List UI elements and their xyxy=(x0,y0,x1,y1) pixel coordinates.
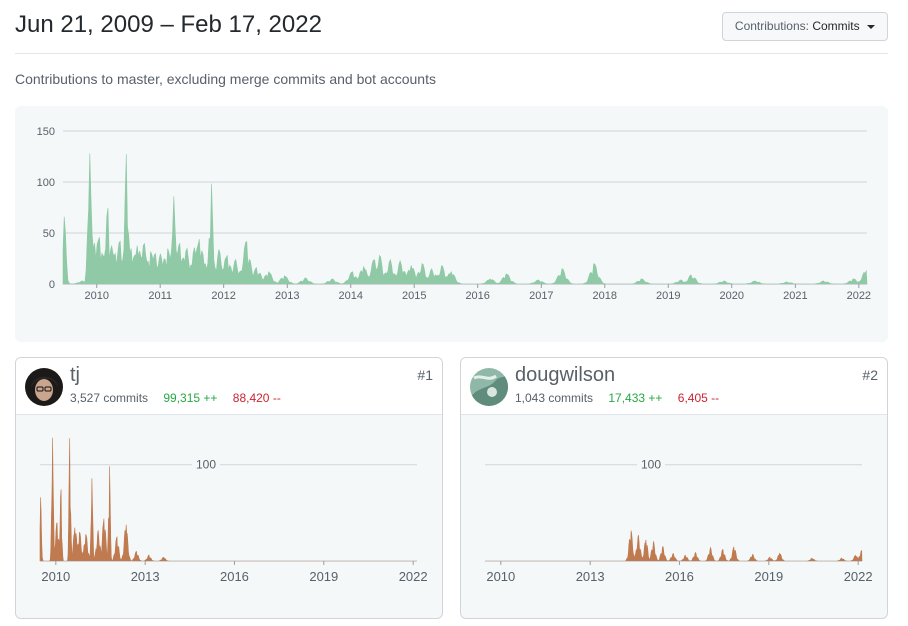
dropdown-label: Contributions: xyxy=(734,19,809,33)
deletions-count: 6,405 -- xyxy=(677,391,720,405)
x-tick-label: 2013 xyxy=(576,569,605,584)
contributor-chart-svg: 100 2010 2013 2016 2019 2022 xyxy=(485,457,873,584)
contributor-stats: 1,043 commits 17,433 ++ 6,405 -- xyxy=(515,391,719,405)
avatar[interactable] xyxy=(25,368,63,406)
x-tick-label: 2022 xyxy=(399,569,428,584)
y-tick-label: 100 xyxy=(37,177,55,189)
x-tick-label: 2010 xyxy=(486,569,515,584)
additions-count: 99,315 ++ xyxy=(163,391,218,405)
y-tick-label: 100 xyxy=(641,458,661,472)
contributor-chart-svg: 100 2010 2013 2016 2019 2022 xyxy=(39,437,428,584)
x-tick-label: 2013 xyxy=(131,569,160,584)
y-tick-label: 0 xyxy=(49,279,55,291)
y-tick-label-bg xyxy=(637,457,665,472)
dropdown-value: Commits xyxy=(812,19,860,33)
x-tick-label: 2017 xyxy=(529,290,553,302)
x-tick-label: 2022 xyxy=(847,290,871,302)
x-tick-label: 2019 xyxy=(754,569,783,584)
series-area xyxy=(485,530,863,562)
x-tick-label: 2012 xyxy=(211,290,235,302)
main-contributions-chart: 0 50 100 150 2010 2011 2012 2013 2014 2015 2016 201… xyxy=(15,106,888,342)
contributor-card-header: dougwilson 1,043 commits 17,433 ++ 6,405… xyxy=(461,358,887,415)
y-tick-label: 150 xyxy=(37,126,55,138)
y-tick-label-bg xyxy=(192,457,220,472)
x-tick-label: 2019 xyxy=(309,569,338,584)
avatar[interactable] xyxy=(470,368,508,406)
x-tick-label: 2016 xyxy=(465,290,489,302)
x-tick-label: 2015 xyxy=(402,290,426,302)
series-area xyxy=(62,153,868,285)
contributor-login-link[interactable]: dougwilson xyxy=(515,364,616,386)
date-range-title: Jun 21, 2009 – Feb 17, 2022 xyxy=(15,11,322,38)
x-tick-label: 2018 xyxy=(593,290,617,302)
contributor-rank: #2 xyxy=(862,367,878,383)
contributor-card-header: tj 3,527 commits 99,315 ++ 88,420 -- #1 xyxy=(16,358,442,415)
commits-count-link[interactable]: 3,527 commits xyxy=(70,391,149,405)
deletions-count: 88,420 -- xyxy=(232,391,281,405)
page-header: Jun 21, 2009 – Feb 17, 2022 Contribution… xyxy=(15,0,888,54)
contributor-login-link[interactable]: tj xyxy=(70,364,80,386)
x-tick-label: 2019 xyxy=(656,290,680,302)
x-tick-label: 2013 xyxy=(275,290,299,302)
contributor-stats: 3,527 commits 99,315 ++ 88,420 -- xyxy=(70,391,281,405)
x-tick-label: 2020 xyxy=(719,290,743,302)
chart-subtitle: Contributions to master, excluding merge… xyxy=(15,71,436,87)
x-tick-label: 2011 xyxy=(148,290,172,302)
additions-count: 17,433 ++ xyxy=(608,391,663,405)
contributor-card-dougwilson: dougwilson 1,043 commits 17,433 ++ 6,405… xyxy=(460,357,888,619)
x-tick-label: 2016 xyxy=(665,569,694,584)
x-tick-label: 2010 xyxy=(84,290,108,302)
x-tick-label: 2016 xyxy=(220,569,249,584)
main-chart-svg: 0 50 100 150 2010 2011 2012 2013 2014 2015 2016 201… xyxy=(37,126,871,302)
contributor-card-tj: tj 3,527 commits 99,315 ++ 88,420 -- #1 … xyxy=(15,357,443,619)
y-tick-label: 50 xyxy=(43,228,55,240)
x-tick-label: 2022 xyxy=(844,569,873,584)
caret-down-icon xyxy=(867,24,875,29)
commits-count-link[interactable]: 1,043 commits xyxy=(515,391,594,405)
contributor-rank: #1 xyxy=(417,367,433,383)
x-tick-label: 2014 xyxy=(339,290,363,302)
series-area xyxy=(39,437,417,562)
x-tick-label: 2021 xyxy=(783,290,807,302)
contributions-dropdown[interactable]: Contributions: Commits xyxy=(721,12,888,41)
y-tick-label: 100 xyxy=(196,458,216,472)
x-tick-label: 2010 xyxy=(41,569,70,584)
